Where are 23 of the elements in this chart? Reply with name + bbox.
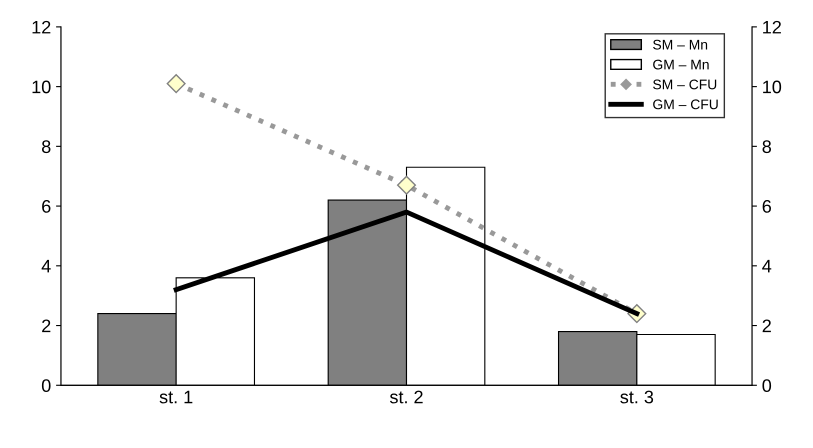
x-tick-label: st. 2 <box>390 390 423 404</box>
y-tick-label: 12 <box>32 20 50 34</box>
y-tick-label: 0 <box>42 379 51 392</box>
y2-tick-label: 0 <box>762 379 772 392</box>
x-tick-label: st. 3 <box>620 390 654 404</box>
legend-label: GM – CFU <box>653 99 718 110</box>
legend-label: SM – Mn <box>653 40 708 50</box>
y2-tick-label: 2 <box>762 319 771 332</box>
y2-tick-label: 6 <box>762 200 771 213</box>
point <box>166 74 186 94</box>
y-tick-label: 6 <box>42 200 50 213</box>
point <box>396 176 416 195</box>
legend-label: GM – Mn <box>653 60 709 70</box>
y-tick-label: 8 <box>42 140 50 154</box>
legend-label: SM – CFU <box>653 80 716 90</box>
y2-tick-label: 8 <box>762 140 772 154</box>
y-tick-label: 4 <box>42 260 51 272</box>
y-tick-label: 10 <box>32 80 51 94</box>
y2-tick-label: 4 <box>762 260 772 272</box>
y2-tick-label: 10 <box>763 80 782 94</box>
y-tick-label: 2 <box>42 319 50 332</box>
y2-tick-label: 12 <box>763 20 781 34</box>
x-tick-label: st. 1 <box>160 390 192 404</box>
